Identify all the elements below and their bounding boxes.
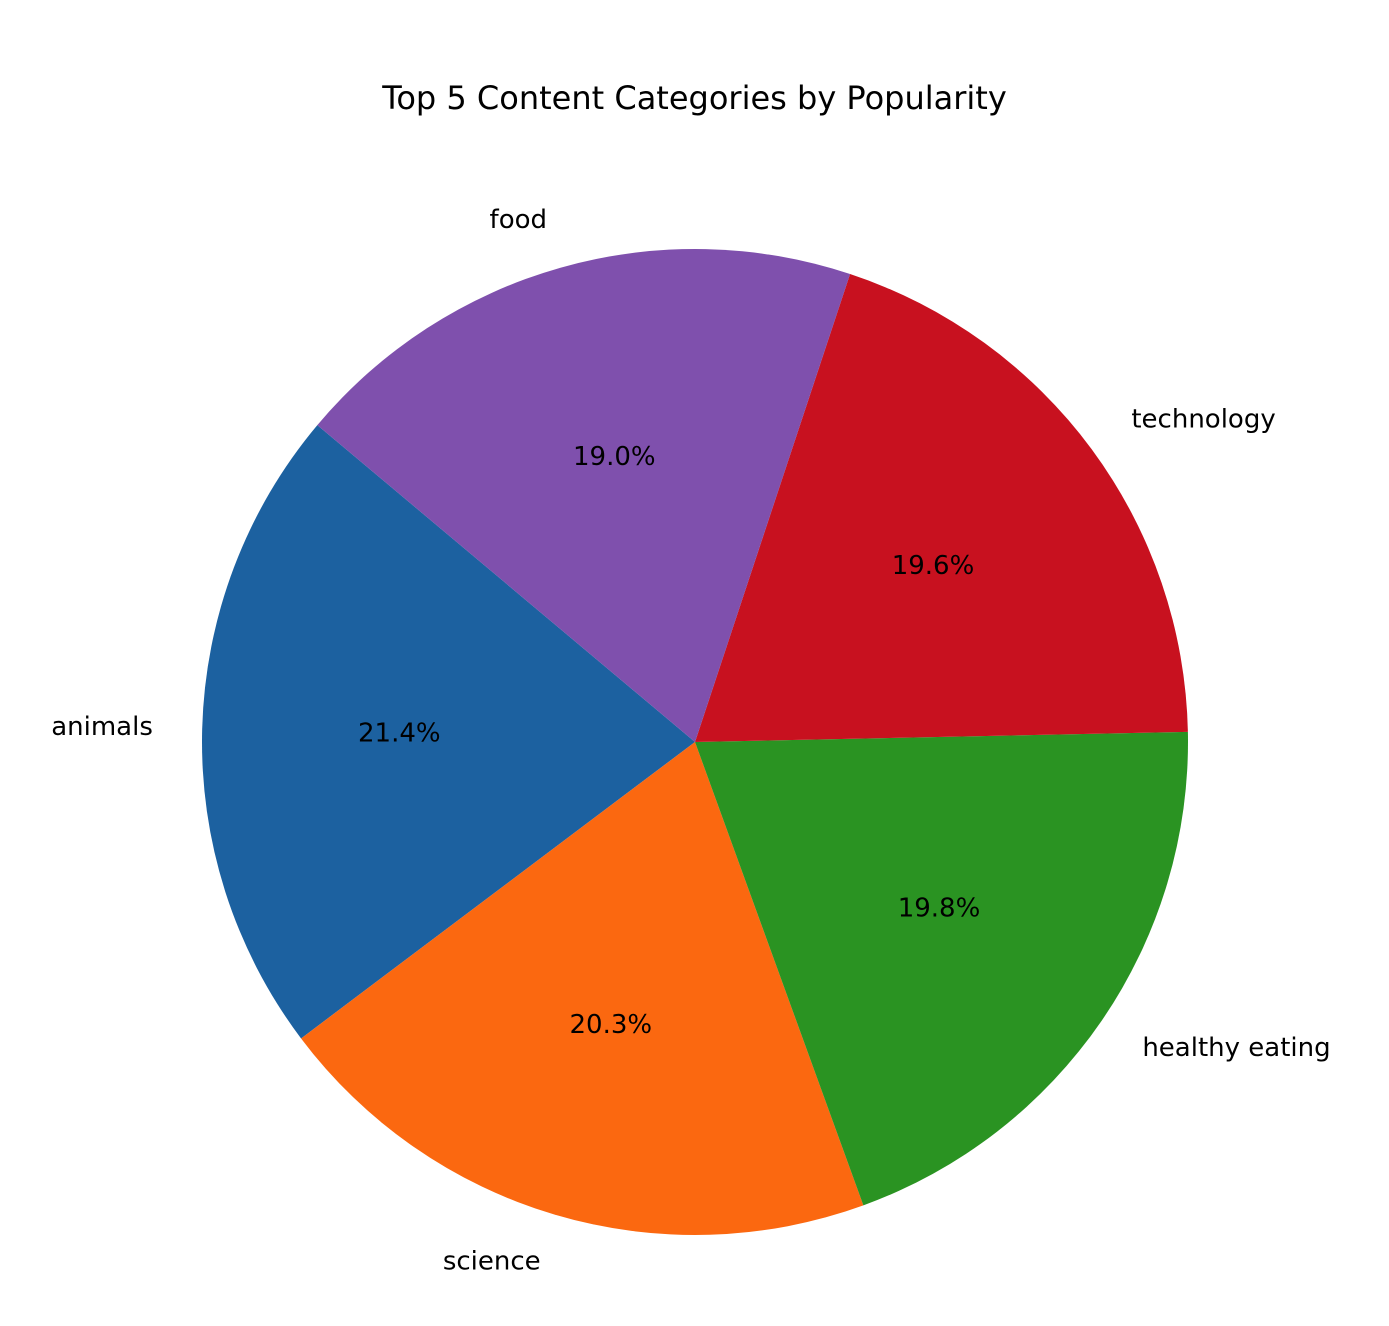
slice-pct-technology: 19.6% [892, 551, 975, 581]
slice-pct-healthy-eating: 19.8% [898, 894, 981, 924]
slice-label-healthy-eating: healthy eating [1142, 1033, 1330, 1063]
slice-label-science: science [443, 1246, 541, 1276]
slice-pct-science: 20.3% [570, 1010, 653, 1040]
slice-pct-food: 19.0% [573, 442, 656, 472]
slice-pct-animals: 21.4% [358, 719, 441, 749]
slice-label-food: food [490, 205, 547, 235]
slices-layer [202, 249, 1188, 1235]
slice-label-animals: animals [51, 712, 153, 742]
slice-label-technology: technology [1131, 405, 1275, 435]
